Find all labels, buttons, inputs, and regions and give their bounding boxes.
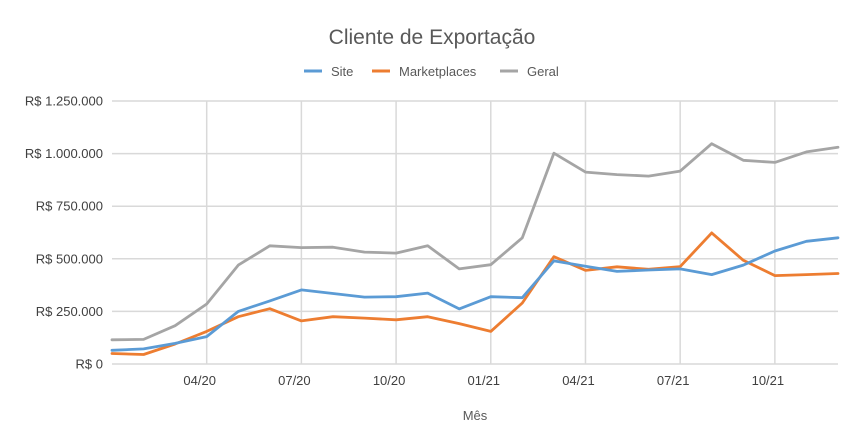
legend: Site Marketplaces Geral [304, 64, 559, 79]
x-axis-tick-labels: 04/20 07/20 10/20 01/21 04/21 07/21 10/21 [183, 373, 784, 388]
x-tick-label: 04/20 [183, 373, 216, 388]
y-tick-label: R$ 750.000 [36, 199, 103, 214]
y-axis-tick-labels: R$ 0 R$ 250.000 R$ 500.000 R$ 750.000 R$ 1.0… [25, 94, 103, 372]
x-tick-label: 01/21 [468, 373, 501, 388]
x-axis-title: Mês [463, 408, 488, 423]
gridlines [112, 100, 838, 365]
x-tick-label: 07/20 [278, 373, 311, 388]
legend-label: Geral [527, 64, 559, 79]
series-line-marketplaces [110, 231, 840, 356]
series-line-site [110, 236, 840, 352]
x-tick-label: 10/20 [373, 373, 406, 388]
y-tick-label: R$ 500.000 [36, 251, 103, 266]
chart-title: Cliente de Exportação [329, 26, 536, 49]
series-line-geral [110, 142, 840, 342]
series-lines [110, 142, 840, 356]
x-tick-label: 07/21 [657, 373, 690, 388]
y-tick-label: R$ 0 [76, 357, 103, 372]
legend-label: Site [331, 64, 353, 79]
legend-label: Marketplaces [399, 64, 477, 79]
y-tick-label: R$ 1.250.000 [25, 94, 103, 109]
y-tick-label: R$ 1.000.000 [25, 146, 103, 161]
x-tick-label: 04/21 [562, 373, 595, 388]
y-tick-label: R$ 250.000 [36, 304, 103, 319]
x-tick-label: 10/21 [752, 373, 785, 388]
